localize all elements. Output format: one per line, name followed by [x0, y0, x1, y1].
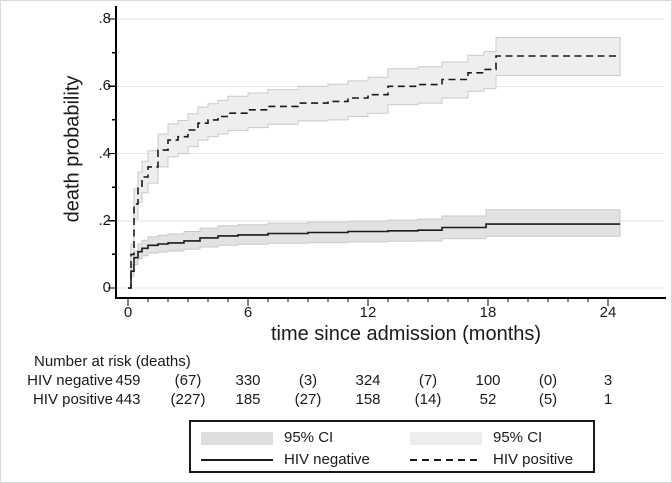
legend-label-ci-negative: 95% CI — [284, 429, 334, 446]
x-tick-label: 12 — [359, 304, 377, 321]
risk-value: (67) — [174, 372, 202, 389]
risk-value: 324 — [355, 372, 381, 389]
risk-value: (14) — [414, 391, 442, 408]
x-tick-label: 24 — [599, 304, 617, 321]
x-axis-title: time since admission (months) — [270, 323, 542, 345]
risk-row-label: HIV positive — [32, 391, 113, 408]
dashed-line-sample — [410, 459, 482, 461]
risk-value: (0) — [538, 372, 558, 389]
risk-value: (3) — [298, 372, 318, 389]
risk-value: (7) — [418, 372, 438, 389]
y-tick-label: .2 — [98, 211, 111, 229]
legend-box: 95% CI 95% CI HIV negative HIV positive — [189, 420, 595, 473]
risk-value: 330 — [235, 372, 261, 389]
y-tick-label: .8 — [98, 10, 111, 27]
x-tick-label: 6 — [243, 304, 253, 321]
legend-item-hiv-positive: HIV positive — [410, 449, 573, 471]
risk-row-label: HIV negative — [27, 372, 113, 389]
ci-band-hiv-positive — [128, 37, 621, 289]
y-tick-label: .4 — [98, 144, 111, 162]
risk-value: 1 — [603, 391, 613, 408]
risk-value: 52 — [479, 391, 497, 408]
risk-value: 158 — [355, 391, 381, 408]
y-tick-label: 0 — [102, 279, 111, 296]
risk-value: 185 — [235, 391, 261, 408]
solid-line-sample — [201, 459, 273, 461]
legend-label-ci-positive: 95% CI — [493, 429, 543, 446]
risk-value: 443 — [115, 391, 141, 408]
legend-item-ci-negative: 95% CI — [201, 427, 333, 449]
x-tick-label: 18 — [479, 304, 497, 321]
y-tick-label: .6 — [98, 77, 111, 95]
risk-value: (27) — [294, 391, 322, 408]
risk-value: (5) — [538, 391, 558, 408]
legend-item-hiv-negative: HIV negative — [201, 449, 370, 471]
risk-value: (227) — [170, 391, 206, 408]
risk-value: 100 — [475, 372, 501, 389]
curve-hiv-negative — [128, 223, 620, 289]
x-tick-label: 0 — [123, 304, 133, 321]
risk-value: 459 — [115, 372, 141, 389]
curve-hiv-positive — [128, 55, 620, 289]
risk-table-header: Number at risk (deaths) — [34, 353, 191, 370]
ci-band-swatch-negative — [201, 431, 273, 445]
risk-value: 3 — [603, 372, 613, 389]
legend-item-ci-positive: 95% CI — [410, 427, 542, 449]
legend-label-hiv-negative: HIV negative — [284, 451, 370, 468]
legend-label-hiv-positive: HIV positive — [493, 451, 574, 468]
ci-band-hiv-negative — [128, 209, 621, 289]
ci-band-swatch-positive — [410, 431, 482, 445]
